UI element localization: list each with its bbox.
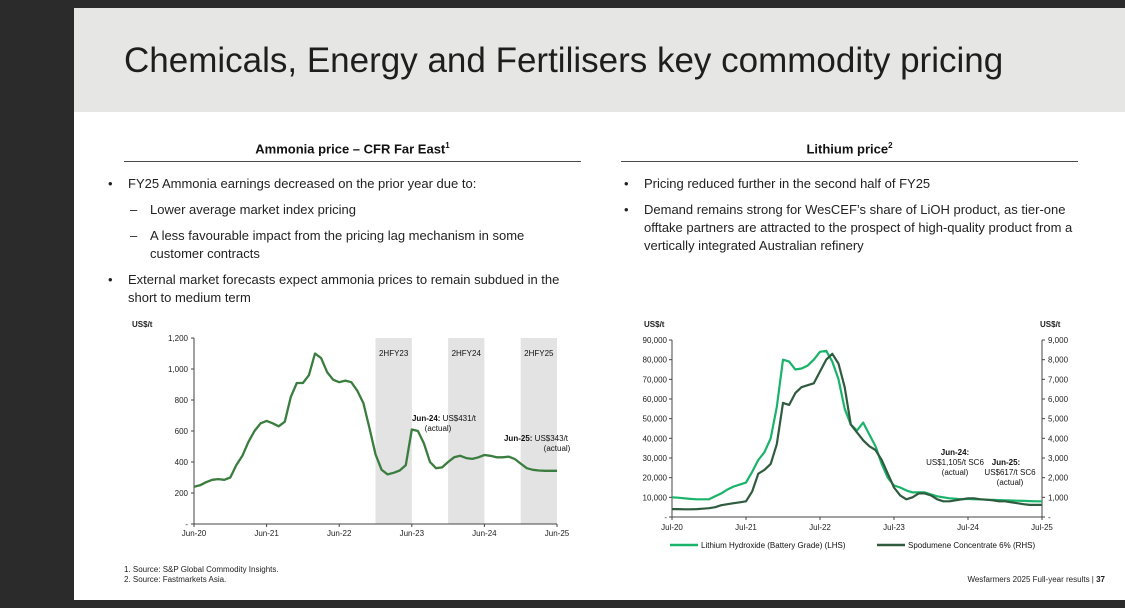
y-tick-label-right: 3,000	[1048, 454, 1069, 463]
y-tick-label: 600	[175, 427, 189, 436]
y-tick-label-right: 5,000	[1048, 415, 1069, 424]
y-tick-label-right: -	[1048, 513, 1051, 522]
x-tick-label: Jun-24	[472, 529, 497, 538]
y-tick-label-left: 30,000	[643, 454, 668, 463]
x-tick-label: Jun-20	[182, 529, 207, 538]
spodumene-line	[672, 352, 1042, 511]
lithium-legend: Lithium Hydroxide (Battery Grade) (LHS) …	[670, 541, 1036, 550]
ammonia-bullet-1: FY25 Ammonia earnings decreased on the p…	[108, 175, 578, 193]
y-tick-label-left: 80,000	[643, 356, 668, 365]
ammonia-bullets: FY25 Ammonia earnings decreased on the p…	[108, 175, 578, 315]
footer-text: Wesfarmers 2025 Full-year results |	[967, 575, 1097, 584]
y-tick-label-right: 1,000	[1048, 493, 1069, 502]
lithium-annotation-jun24-date: Jun-24:	[941, 448, 969, 457]
x-tick-label: Jul-20	[661, 523, 683, 532]
y-tick-label-left: 10,000	[643, 493, 668, 502]
footnotes: 1. Source: S&P Global Commodity Insights…	[124, 565, 279, 585]
lithium-heading-text: Lithium price	[806, 141, 889, 157]
ammonia-heading-footnote-ref: 1	[445, 141, 450, 150]
x-tick-label: Jul-22	[809, 523, 831, 532]
lithium-annotation-jun25-value: US$617/t SC6	[984, 468, 1036, 477]
lithium-annotation-jun24-actual: (actual)	[942, 468, 969, 477]
y-tick-label-right: 7,000	[1048, 375, 1069, 384]
page-title: Chemicals, Energy and Fertilisers key co…	[124, 41, 1004, 80]
y-tick-label-left: 40,000	[643, 434, 668, 443]
x-tick-label: Jul-21	[735, 523, 757, 532]
x-tick-label: Jul-24	[957, 523, 979, 532]
ammonia-annotation-jun25-value: US$343/t	[532, 434, 568, 443]
lithium-annotation-jun24-value: US$1,105/t SC6	[926, 458, 984, 467]
shaded-period-2hfy24	[448, 338, 485, 524]
shaded-period-label: 2HFY24	[452, 349, 482, 358]
lithium-bullet-1: Pricing reduced further in the second ha…	[624, 175, 1074, 193]
y-tick-label-right: 9,000	[1048, 336, 1069, 345]
footnote-2: 2. Source: Fastmarkets Asia.	[124, 575, 227, 584]
y-tick-label-left: 20,000	[643, 474, 668, 483]
slide: Chemicals, Energy and Fertilisers key co…	[74, 8, 1125, 600]
ammonia-heading-text: Ammonia price – CFR Far East	[255, 141, 446, 157]
y-tick-label-left: 70,000	[643, 375, 668, 384]
ammonia-annotation-jun24-value: US$431/t	[440, 414, 476, 423]
lithium-annotation-jun25-date: Jun-25:	[992, 458, 1020, 467]
y-tick-label-left: -	[664, 513, 667, 522]
x-tick-label: Jul-23	[883, 523, 905, 532]
x-tick-label: Jun-21	[254, 529, 279, 538]
y-tick-label-right: 8,000	[1048, 356, 1069, 365]
y-tick-label-right: 4,000	[1048, 434, 1069, 443]
x-tick-label: Jun-25	[545, 529, 570, 538]
legend-label-lithium-hydroxide: Lithium Hydroxide (Battery Grade) (LHS)	[701, 541, 846, 550]
lithium-unit-label-right: US$/t	[1040, 320, 1061, 329]
y-tick-label: 800	[175, 396, 189, 405]
lithium-unit-label-left: US$/t	[644, 320, 665, 329]
ammonia-panel-heading: Ammonia price – CFR Far East1	[124, 141, 581, 162]
y-tick-label-right: 6,000	[1048, 395, 1069, 404]
lithium-bullets: Pricing reduced further in the second ha…	[624, 175, 1074, 263]
ammonia-price-chart: US$/t 2HFY23 2HFY24 2HFY25 - 200 400 600 800 1,…	[132, 320, 571, 538]
legend-label-spodumene: Spodumene Concentrate 6% (RHS)	[908, 541, 1036, 550]
title-band: Chemicals, Energy and Fertilisers key co…	[74, 8, 1125, 112]
lithium-price-chart: US$/t US$/t - 10,000 20,000 30,000 40,000 50,…	[643, 320, 1069, 550]
ammonia-annotation-jun24-date: Jun-24:	[412, 414, 440, 423]
y-tick-label: 1,200	[168, 334, 189, 343]
lithium-panel-heading: Lithium price2	[621, 141, 1078, 162]
lithium-bullet-2: Demand remains strong for WesCEF’s share…	[624, 201, 1074, 255]
x-tick-label: Jul-25	[1031, 523, 1053, 532]
ammonia-annotation-jun25-actual: (actual)	[544, 444, 571, 453]
y-tick-label-left: 90,000	[643, 336, 668, 345]
y-tick-label: 400	[175, 458, 189, 467]
y-tick-label: 1,000	[168, 365, 189, 374]
shaded-period-label: 2HFY25	[524, 349, 554, 358]
shaded-period-2hfy23	[375, 338, 412, 524]
shaded-period-2hfy25	[520, 338, 557, 524]
footer: Wesfarmers 2025 Full-year results | 37	[967, 575, 1105, 584]
ammonia-bullet-2: External market forecasts expect ammonia…	[108, 271, 578, 307]
y-tick-label-left: 60,000	[643, 395, 668, 404]
y-tick-label-right: 2,000	[1048, 474, 1069, 483]
page-number: 37	[1096, 575, 1105, 584]
ammonia-subbullet-2: A less favourable impact from the pricin…	[108, 227, 578, 263]
shaded-period-label: 2HFY23	[379, 349, 409, 358]
ammonia-annotation-jun25-date: Jun-25:	[504, 434, 532, 443]
ammonia-unit-label: US$/t	[132, 320, 153, 329]
y-tick-label: 200	[175, 489, 189, 498]
x-tick-label: Jun-23	[400, 529, 425, 538]
ammonia-annotation-jun24: Jun-24: US$431/t	[412, 414, 477, 423]
ammonia-annotation-jun25: Jun-25: US$343/t	[504, 434, 569, 443]
ammonia-subbullet-1: Lower average market index pricing	[108, 201, 578, 219]
y-tick-label: -	[185, 520, 188, 529]
lithium-hydroxide-line	[671, 349, 1042, 503]
y-tick-label-left: 50,000	[643, 415, 668, 424]
footnote-1: 1. Source: S&P Global Commodity Insights…	[124, 565, 279, 574]
ammonia-price-line	[193, 352, 557, 488]
lithium-heading-footnote-ref: 2	[888, 141, 893, 150]
ammonia-annotation-jun24-actual: (actual)	[425, 424, 452, 433]
lithium-annotation-jun25-actual: (actual)	[997, 478, 1024, 487]
x-tick-label: Jun-22	[327, 529, 352, 538]
